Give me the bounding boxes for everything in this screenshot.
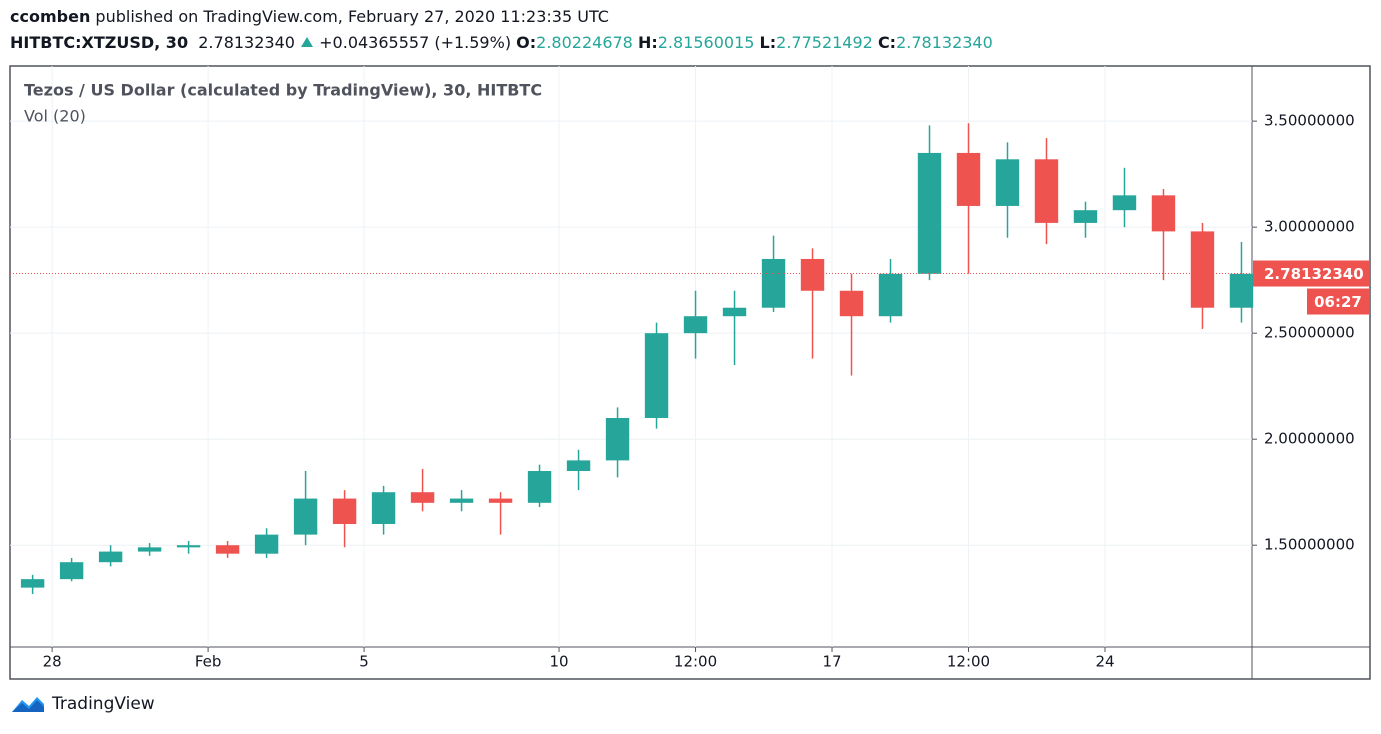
x-tick-label: 5 [359,653,369,671]
brand: TradingView [10,694,155,714]
brand-name: TradingView [52,694,155,714]
candle-body [1151,195,1176,232]
candle-body [566,460,591,472]
brand-logo [12,697,44,712]
candle-body [254,534,279,554]
candle-body [683,316,708,334]
last: 2.78132340 [198,33,295,52]
candle-body [59,562,84,580]
y-tick-label: 1.50000000 [1264,536,1355,554]
candle-body [137,547,162,552]
candle-body [20,579,45,588]
candle-body [722,307,747,317]
candle-body [98,551,123,563]
candle-body [956,152,981,206]
symbol-line: HITBTC:XTZUSD, 30 2.78132340 +0.04365557… [10,33,993,52]
x-tick-label: Feb [195,653,222,671]
candle-body [1112,195,1137,211]
candle-body [1229,273,1254,308]
symbol: HITBTC:XTZUSD, 30 [10,33,189,52]
x-tick-label: 17 [822,653,841,671]
x-tick-label: 12:00 [674,653,717,671]
candle-body [488,498,513,503]
candle-body [410,492,435,503]
last-price-label: 2.78132340 [1264,265,1364,283]
candle-body [332,498,357,525]
change: +0.04365557 (+1.59%) [319,33,512,52]
candle-body [1190,231,1215,308]
x-tick-label: 10 [550,653,569,671]
frame [9,65,1371,680]
author: ccomben [10,7,91,26]
last-price-box [1253,260,1369,287]
candle-body [839,290,864,317]
candle-body [995,159,1020,206]
candle-body [1073,210,1098,223]
chart: 1.50000000 2.00000000 2.50000000 3.00000000… [9,65,1371,680]
candle-body [1034,159,1059,223]
candle-body [605,417,630,461]
up-arrow [301,37,314,47]
y-tick-label: 2.00000000 [1264,430,1355,448]
candle-body [176,545,201,548]
candle-body [644,333,669,418]
y-tick-label: 3.50000000 [1264,112,1355,130]
ohlc: O:2.80224678 H:2.81560015 L:2.77521492 C… [516,33,993,52]
y-tick-label: 3.00000000 [1264,218,1355,236]
candle-body [527,471,552,503]
candle-body [917,152,942,274]
ohlc-label: L: [759,33,777,52]
countdown: 06:27 [1314,293,1362,311]
ohlc-label: H: [637,33,658,52]
x-tick-label: 12:00 [947,653,990,671]
candle-body [215,545,240,554]
chart-title: Tezos / US Dollar (calculated by Trading… [24,81,542,100]
x-tick-label: 28 [43,653,62,671]
candle-body [761,258,786,308]
x-tick-label: 24 [1095,653,1114,671]
countdown-box [1307,288,1369,315]
published: published on TradingView.com, February 2… [95,7,609,26]
ohlc-value: 2.80224678 [536,33,633,52]
publish-line: ccomben published on TradingView.com, Fe… [10,7,609,26]
candle-body [371,492,396,525]
ohlc-label: C: [877,33,897,52]
candle-body [293,498,318,535]
ohlc-value: 2.78132340 [896,33,993,52]
volume-label: Vol (20) [24,107,86,126]
ohlc-label: O: [516,33,537,52]
y-tick-label: 2.50000000 [1264,324,1355,342]
candle-body [800,258,825,291]
ohlc-value: 2.77521492 [776,33,873,52]
candle-body [449,498,474,503]
candle-body [878,273,903,317]
ohlc-value: 2.81560015 [657,33,755,52]
